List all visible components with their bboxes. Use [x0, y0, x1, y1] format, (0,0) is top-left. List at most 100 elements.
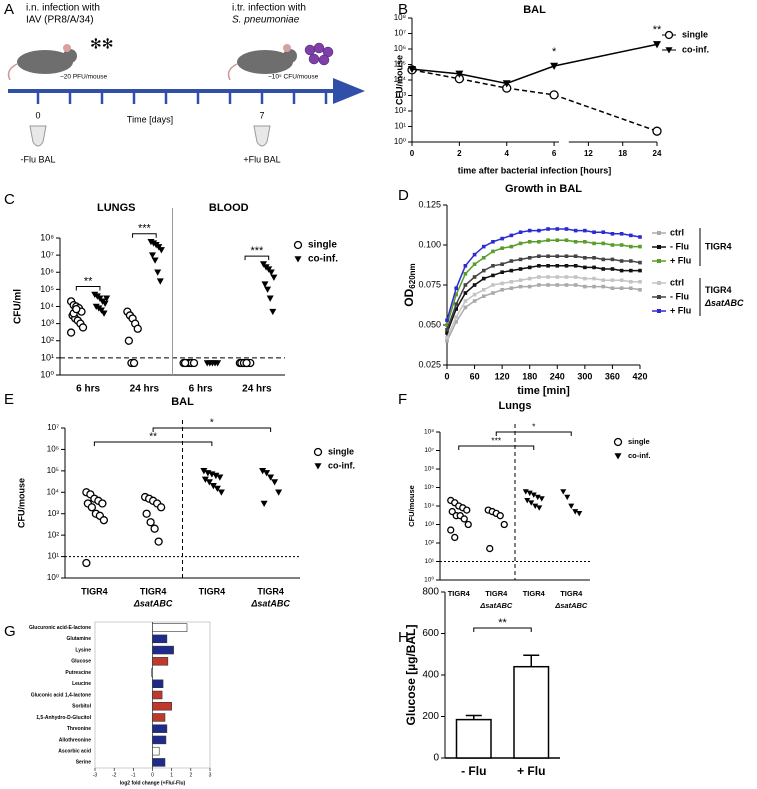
marker [472, 292, 477, 297]
y-tick-label: 0.125 [418, 199, 441, 209]
marker [491, 264, 495, 268]
mouse-tail [7, 63, 18, 81]
marker [619, 232, 624, 236]
series-line [446, 265, 640, 334]
marker [564, 494, 571, 501]
marker [549, 90, 559, 100]
x-tick-label: 6 [552, 149, 557, 158]
marker [500, 246, 504, 250]
bar [152, 746, 160, 756]
panel-letter: G [4, 623, 16, 640]
marker [156, 503, 166, 512]
x-tick-label: 2 [189, 772, 192, 778]
significance-bracket [152, 427, 272, 432]
marker [555, 238, 560, 242]
y-tick-label: Glutamine [67, 636, 92, 642]
bacteria-icon [304, 42, 334, 66]
y-tick-label: 10⁶ [40, 267, 54, 277]
marker [491, 273, 495, 278]
marker [664, 30, 674, 40]
marker [445, 318, 449, 322]
significance-label: ** [84, 275, 93, 287]
marker [546, 254, 550, 258]
x-tick-label: 24 hrs [242, 384, 272, 395]
significance-label: * [552, 46, 557, 58]
mouse-ear [283, 44, 291, 52]
x-tick-label: -2 [112, 772, 117, 778]
marker [200, 468, 208, 475]
legend-label: co-inf. [328, 460, 355, 470]
marker [133, 324, 142, 333]
marker [491, 291, 495, 295]
marker [518, 230, 523, 234]
panel-letter: A [4, 1, 14, 18]
marker [629, 286, 633, 290]
marker [573, 283, 578, 287]
marker [445, 331, 449, 335]
y-tick-label: 0 [433, 753, 439, 764]
marker [564, 283, 569, 287]
x-tick-label: TIGR4 [485, 589, 508, 598]
marker [100, 310, 108, 317]
panel-letter: C [4, 191, 15, 208]
significance-label: * [210, 418, 214, 429]
x-tick-sublabel: ΔsatABC [250, 598, 290, 608]
y-axis-label: CFU/mouse [407, 485, 416, 527]
y-tick-label: 10⁴ [47, 487, 60, 496]
marker [481, 268, 486, 273]
bar [152, 735, 167, 745]
marker [157, 247, 165, 254]
x-tick-label: 2 [457, 149, 462, 158]
marker [455, 70, 464, 78]
marker [546, 238, 550, 242]
x-tick-label: 6 hrs [76, 384, 100, 395]
marker [527, 284, 532, 289]
marker [454, 320, 458, 324]
x-tick-label: 24 [653, 149, 662, 158]
marker [267, 474, 275, 481]
mouse-head [283, 49, 297, 63]
marker [472, 252, 477, 257]
chart-title: Lungs [499, 400, 532, 412]
y-tick-label: 600 [422, 628, 439, 639]
x-tick-label: TIGR4 [257, 586, 284, 596]
y-tick-label: 10⁵ [47, 466, 59, 475]
y-tick-label: 0.050 [418, 319, 441, 329]
y-tick-label: Putrescine [65, 670, 91, 676]
tube-icon [29, 125, 47, 147]
marker [213, 485, 221, 493]
y-tick-label: 10³ [394, 91, 406, 100]
mouse-head [63, 49, 77, 63]
y-tick-label: Sorbitol [72, 704, 91, 710]
bar [513, 665, 550, 759]
bar [152, 724, 168, 733]
marker [518, 257, 523, 262]
y-tick-label: 10³ [47, 509, 59, 518]
marker [260, 500, 268, 507]
marker [653, 41, 661, 49]
y-tick-label: 10³ [41, 318, 54, 328]
marker [583, 228, 587, 233]
series-line [411, 43, 658, 85]
significance-bracket [93, 441, 213, 446]
dose-label: ~10⁵ CFU/mouse [268, 74, 319, 81]
marker [267, 269, 275, 276]
bacterium-label: S. pneumoniae [232, 15, 300, 26]
y-tick-label: 10⁷ [47, 423, 59, 432]
marker [445, 328, 449, 332]
x-tick-sublabel: ΔsatABC [479, 601, 513, 610]
virus-label: IAV (PR8/A/34) [26, 15, 94, 26]
bar [152, 690, 163, 700]
y-tick-label: 10⁴ [40, 301, 54, 311]
y-tick-label: 10⁶ [47, 445, 59, 454]
chart-title: Growth in BAL [505, 183, 582, 195]
x-tick-label: 0 [151, 772, 154, 778]
marker [638, 235, 642, 239]
series-line [411, 69, 658, 132]
marker [518, 284, 523, 289]
marker [491, 249, 495, 254]
error-bar [523, 654, 540, 667]
x-axis-label: time after bacterial infection [hours] [458, 165, 612, 175]
x-tick-label: 180 [522, 371, 537, 381]
y-tick-label: 800 [422, 587, 439, 598]
